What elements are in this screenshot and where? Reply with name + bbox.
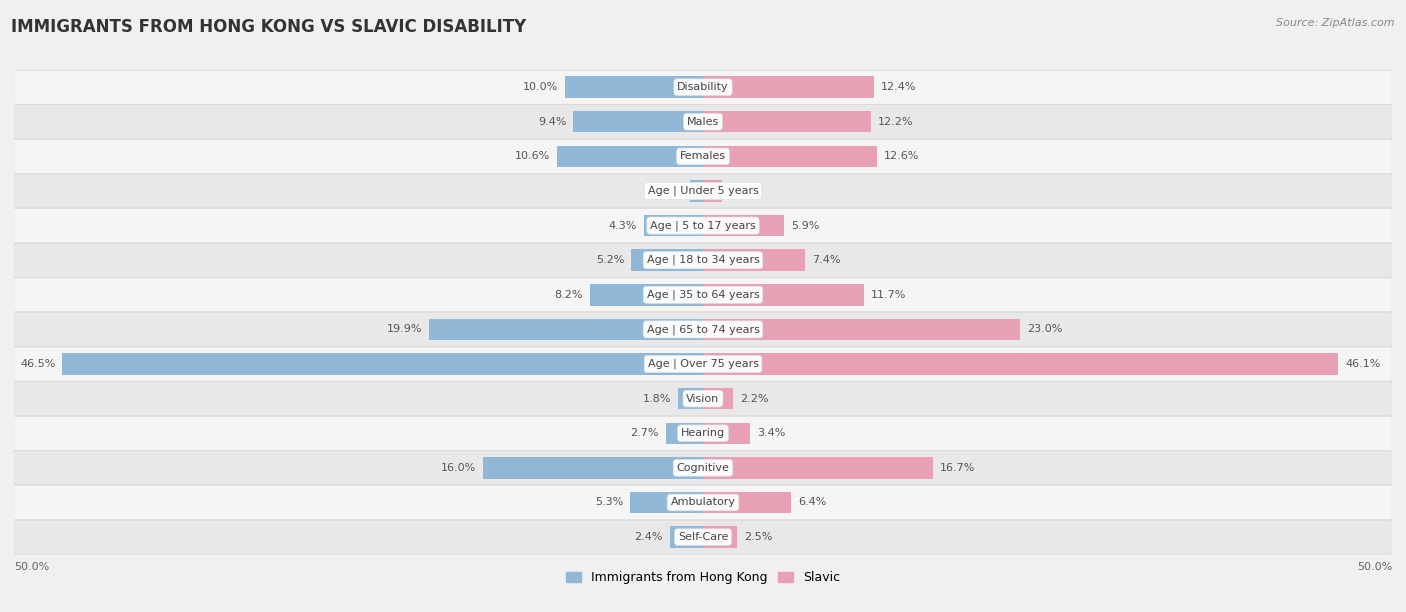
Bar — [631, 250, 703, 271]
Bar — [557, 146, 703, 167]
Text: 0.95%: 0.95% — [648, 186, 683, 196]
FancyBboxPatch shape — [14, 70, 1392, 104]
Text: 3.4%: 3.4% — [756, 428, 785, 438]
Text: Age | Under 5 years: Age | Under 5 years — [648, 185, 758, 196]
Legend: Immigrants from Hong Kong, Slavic: Immigrants from Hong Kong, Slavic — [561, 567, 845, 589]
Bar — [669, 526, 703, 548]
Text: 46.1%: 46.1% — [1346, 359, 1381, 369]
Text: Age | 35 to 64 years: Age | 35 to 64 years — [647, 289, 759, 300]
Bar — [690, 181, 703, 202]
Text: 5.9%: 5.9% — [792, 220, 820, 231]
Text: 1.8%: 1.8% — [643, 394, 671, 404]
Text: Source: ZipAtlas.com: Source: ZipAtlas.com — [1277, 18, 1395, 28]
Text: Vision: Vision — [686, 394, 720, 404]
Text: Females: Females — [681, 151, 725, 162]
Text: 8.2%: 8.2% — [554, 290, 583, 300]
Bar — [644, 215, 703, 236]
Text: Disability: Disability — [678, 82, 728, 92]
Bar — [703, 215, 785, 236]
Bar — [591, 284, 703, 305]
Bar — [630, 492, 703, 513]
FancyBboxPatch shape — [14, 313, 1392, 346]
Text: 12.6%: 12.6% — [883, 151, 920, 162]
Text: Hearing: Hearing — [681, 428, 725, 438]
Bar — [565, 76, 703, 98]
Bar — [62, 353, 703, 375]
Bar — [666, 422, 703, 444]
Bar — [482, 457, 703, 479]
Text: 10.6%: 10.6% — [515, 151, 550, 162]
Text: 7.4%: 7.4% — [811, 255, 841, 265]
Text: 2.5%: 2.5% — [744, 532, 773, 542]
Text: Ambulatory: Ambulatory — [671, 498, 735, 507]
FancyBboxPatch shape — [14, 485, 1392, 520]
Text: 19.9%: 19.9% — [387, 324, 422, 334]
Text: IMMIGRANTS FROM HONG KONG VS SLAVIC DISABILITY: IMMIGRANTS FROM HONG KONG VS SLAVIC DISA… — [11, 18, 526, 36]
Bar — [703, 526, 738, 548]
Text: 10.0%: 10.0% — [523, 82, 558, 92]
Text: 16.7%: 16.7% — [941, 463, 976, 473]
Text: 9.4%: 9.4% — [538, 117, 567, 127]
Bar — [703, 146, 876, 167]
Text: Age | Over 75 years: Age | Over 75 years — [648, 359, 758, 369]
Text: 5.2%: 5.2% — [596, 255, 624, 265]
Bar — [703, 353, 1339, 375]
Bar — [703, 422, 749, 444]
FancyBboxPatch shape — [14, 416, 1392, 450]
Text: 1.4%: 1.4% — [730, 186, 758, 196]
FancyBboxPatch shape — [14, 174, 1392, 208]
Text: Cognitive: Cognitive — [676, 463, 730, 473]
FancyBboxPatch shape — [14, 243, 1392, 277]
Text: 50.0%: 50.0% — [1357, 562, 1392, 572]
Text: Males: Males — [688, 117, 718, 127]
Bar — [703, 181, 723, 202]
FancyBboxPatch shape — [14, 105, 1392, 139]
Bar — [703, 492, 792, 513]
Text: 50.0%: 50.0% — [14, 562, 49, 572]
Text: 2.7%: 2.7% — [630, 428, 659, 438]
FancyBboxPatch shape — [14, 140, 1392, 173]
Text: 5.3%: 5.3% — [595, 498, 623, 507]
Bar — [574, 111, 703, 132]
Bar — [703, 111, 872, 132]
Text: 6.4%: 6.4% — [799, 498, 827, 507]
FancyBboxPatch shape — [14, 382, 1392, 416]
Text: Age | 18 to 34 years: Age | 18 to 34 years — [647, 255, 759, 266]
Text: 11.7%: 11.7% — [872, 290, 907, 300]
FancyBboxPatch shape — [14, 451, 1392, 485]
Text: Age | 5 to 17 years: Age | 5 to 17 years — [650, 220, 756, 231]
Text: 46.5%: 46.5% — [20, 359, 55, 369]
FancyBboxPatch shape — [14, 278, 1392, 312]
Text: 12.4%: 12.4% — [880, 82, 917, 92]
Text: 4.3%: 4.3% — [609, 220, 637, 231]
Bar — [703, 250, 806, 271]
Text: 16.0%: 16.0% — [440, 463, 475, 473]
Bar — [703, 457, 934, 479]
Text: 23.0%: 23.0% — [1026, 324, 1062, 334]
Text: 12.2%: 12.2% — [877, 117, 914, 127]
Bar — [703, 388, 734, 409]
Bar — [703, 76, 875, 98]
FancyBboxPatch shape — [14, 209, 1392, 242]
Bar — [703, 319, 1019, 340]
Bar — [703, 284, 865, 305]
Text: Self-Care: Self-Care — [678, 532, 728, 542]
Bar — [678, 388, 703, 409]
Bar — [429, 319, 703, 340]
FancyBboxPatch shape — [14, 347, 1392, 381]
Text: 2.4%: 2.4% — [634, 532, 664, 542]
Text: Age | 65 to 74 years: Age | 65 to 74 years — [647, 324, 759, 335]
Text: 2.2%: 2.2% — [740, 394, 769, 404]
FancyBboxPatch shape — [14, 520, 1392, 554]
